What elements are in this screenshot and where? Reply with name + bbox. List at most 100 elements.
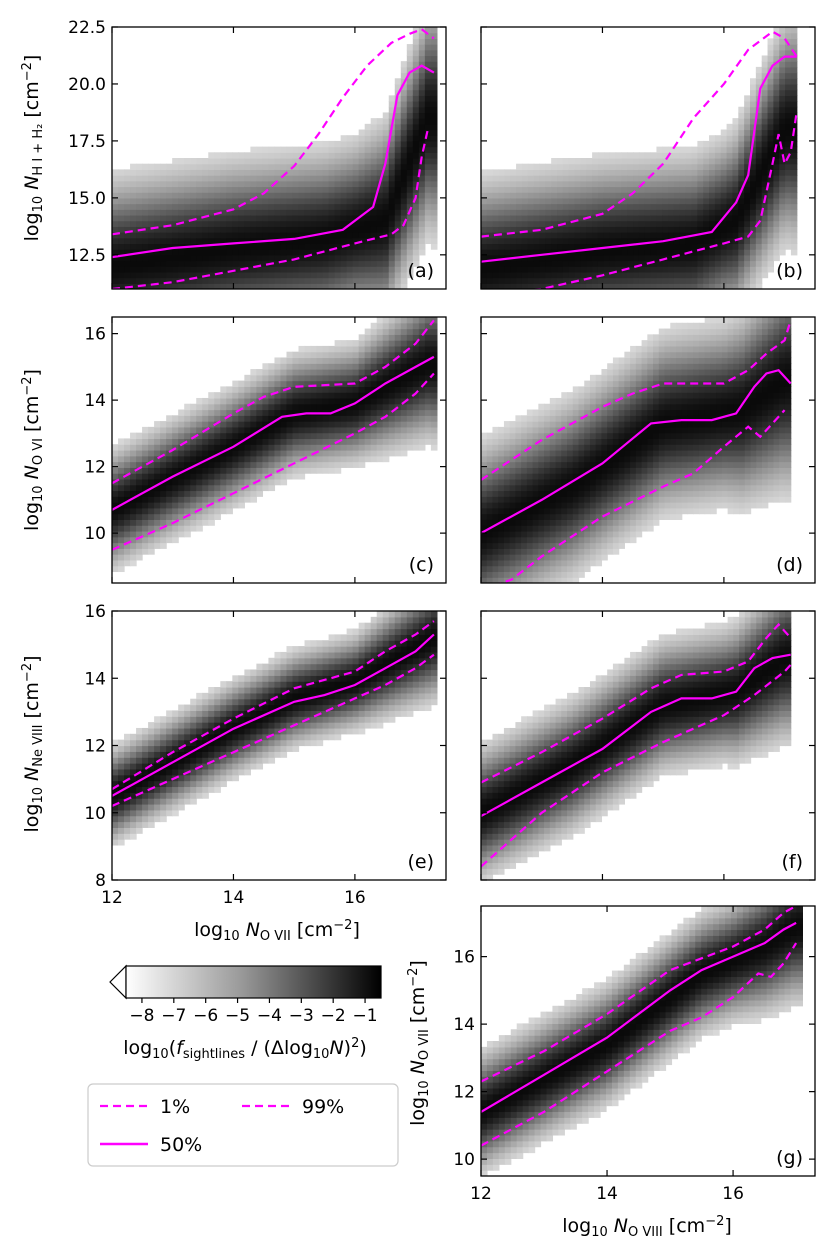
- density-cell: [244, 260, 251, 267]
- density-cell: [561, 478, 568, 486]
- density-cell: [509, 565, 517, 573]
- density-cell: [280, 374, 288, 382]
- density-cell: [418, 432, 426, 440]
- density-cell: [304, 432, 312, 440]
- density-cell: [580, 175, 587, 182]
- density-cell: [561, 444, 568, 451]
- density-cell: [544, 548, 551, 555]
- density-cell: [256, 369, 264, 376]
- density-cell: [166, 415, 173, 422]
- density-cell: [592, 226, 599, 233]
- density-cell: [561, 415, 568, 422]
- density-cell: [749, 169, 757, 176]
- density-cell: [618, 357, 625, 364]
- density-cell: [609, 209, 617, 216]
- density-cell: [220, 243, 227, 250]
- density-cell: [492, 266, 500, 273]
- density-cell: [334, 140, 342, 148]
- density-cell: [340, 351, 348, 359]
- density-cell: [633, 169, 640, 176]
- density-cell: [226, 237, 233, 245]
- density-cell: [304, 243, 312, 250]
- density-cell: [709, 140, 716, 148]
- density-cell: [394, 101, 402, 108]
- density-cell: [673, 209, 681, 216]
- density-cell: [160, 542, 167, 549]
- density-cell: [250, 169, 257, 176]
- density-cell: [124, 513, 131, 520]
- density-cell: [376, 140, 384, 148]
- density-cell: [184, 169, 191, 176]
- density-cell: [521, 180, 529, 188]
- density-cell: [142, 163, 149, 170]
- density-cell: [567, 565, 574, 573]
- density-cell: [595, 484, 603, 492]
- density-cell: [697, 158, 704, 165]
- density-cell: [618, 473, 625, 480]
- density-cell: [148, 243, 155, 250]
- density-cell: [184, 197, 191, 205]
- density-cell: [208, 392, 215, 399]
- density-cell: [644, 271, 652, 279]
- density-cell: [208, 158, 215, 165]
- density-cell: [418, 72, 426, 79]
- density-cell: [286, 386, 294, 393]
- density-cell: [732, 169, 739, 176]
- density-cell: [208, 175, 215, 182]
- density-cell: [538, 577, 545, 583]
- density-cell: [703, 214, 710, 222]
- density-cell: [618, 386, 625, 393]
- density-cell: [709, 283, 716, 289]
- density-cell: [250, 386, 257, 393]
- density-cell: [761, 83, 769, 91]
- density-cell: [316, 209, 324, 216]
- density-cell: [298, 283, 306, 289]
- density-cell: [160, 283, 167, 289]
- density-cell: [142, 542, 149, 549]
- density-cell: [184, 438, 191, 445]
- density-cell: [388, 266, 396, 273]
- density-cell: [250, 186, 257, 193]
- density-cell: [412, 152, 420, 159]
- density-cell: [310, 369, 318, 376]
- density-cell: [609, 260, 617, 267]
- density-cell: [726, 209, 734, 216]
- density-cell: [118, 507, 125, 515]
- density-cell: [580, 158, 587, 165]
- density-cell: [504, 226, 511, 233]
- density-cell: [481, 519, 488, 526]
- density-cell: [280, 220, 288, 227]
- density-cell: [527, 220, 535, 227]
- density-cell: [352, 444, 360, 451]
- density-cell: [280, 415, 288, 422]
- density-cell: [424, 386, 432, 393]
- density-cell: [406, 322, 414, 330]
- density-cell: [298, 461, 306, 468]
- density-cell: [761, 66, 769, 74]
- density-cell: [656, 226, 663, 233]
- density-cell: [557, 226, 564, 233]
- density-cell: [160, 421, 167, 428]
- density-cell: [178, 519, 185, 526]
- density-cell: [148, 519, 155, 526]
- density-cell: [685, 271, 693, 279]
- density-cell: [430, 175, 438, 182]
- density-cell: [178, 180, 185, 188]
- density-cell: [533, 243, 541, 250]
- density-cell: [603, 214, 611, 222]
- density-cell: [214, 186, 221, 193]
- density-cell: [662, 232, 669, 239]
- density-cell: [538, 565, 545, 573]
- density-cell: [364, 226, 372, 233]
- density-cell: [589, 530, 597, 538]
- density-cell: [364, 123, 372, 131]
- density-cell: [578, 461, 585, 468]
- density-cell: [592, 175, 599, 182]
- density-cell: [226, 432, 233, 440]
- density-cell: [503, 542, 511, 549]
- density-cell: [516, 175, 523, 182]
- density-cell: [557, 232, 564, 239]
- density-cell: [618, 426, 625, 434]
- density-cell: [118, 450, 125, 457]
- density-cell: [697, 163, 704, 170]
